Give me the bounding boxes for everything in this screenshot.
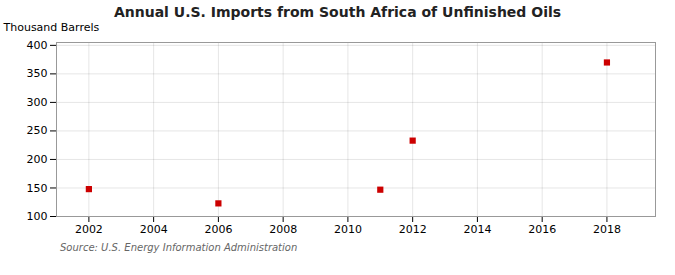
svg-text:2004: 2004 [140, 223, 168, 236]
svg-text:2006: 2006 [204, 223, 232, 236]
html-text:Source: U.S. Energy Informatio: Source: U.S. Energy Information Administ… [60, 242, 298, 253]
html-text:Annual U.S. Imports from South: Annual U.S. Imports from South Africa of… [113, 4, 562, 20]
svg-text:2014: 2014 [463, 223, 491, 236]
svg-text:300: 300 [27, 96, 48, 109]
svg-text:200: 200 [27, 153, 48, 166]
svg-text:250: 250 [27, 124, 48, 137]
svg-text:2008: 2008 [269, 223, 297, 236]
svg-text:2010: 2010 [334, 223, 362, 236]
svg-text:2012: 2012 [399, 223, 427, 236]
svg-text:150: 150 [27, 181, 48, 194]
svg-text:2016: 2016 [528, 223, 556, 236]
svg-text:400: 400 [27, 39, 48, 52]
svg-text:2018: 2018 [593, 223, 621, 236]
svg-text:100: 100 [27, 210, 48, 223]
svg-text:Thousand Barrels: Thousand Barrels [3, 21, 100, 34]
svg-text:350: 350 [27, 67, 48, 80]
svg-text:2002: 2002 [75, 223, 103, 236]
